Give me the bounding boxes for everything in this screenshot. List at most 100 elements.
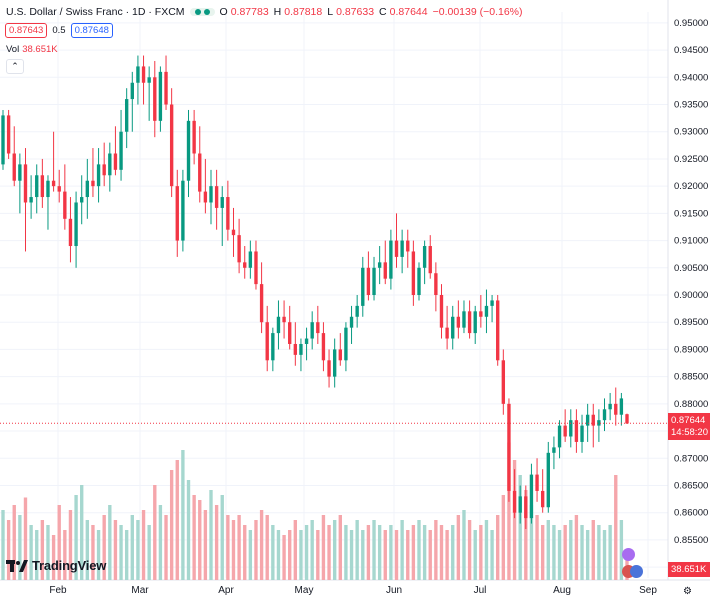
volume-bar <box>276 530 281 580</box>
y-tick-label: 0.89500 <box>674 317 708 328</box>
volume-bar <box>310 520 314 580</box>
volume-bar <box>198 500 202 580</box>
volume-bar <box>602 530 607 580</box>
volume-bar <box>186 480 191 580</box>
y-tick-label: 0.94000 <box>674 72 708 83</box>
volume-bar <box>23 497 28 580</box>
y-tick-label: 0.85500 <box>674 535 708 546</box>
candle-body <box>456 316 461 328</box>
event-lightning-icon[interactable] <box>622 548 635 561</box>
candle-body <box>417 267 421 295</box>
candle-body <box>85 180 90 198</box>
y-tick-label: 0.86000 <box>674 508 708 519</box>
volume-bar <box>361 530 365 580</box>
volume-bar <box>355 520 359 580</box>
volume-label: Vol <box>6 44 20 55</box>
buy-button[interactable]: 0.87648 <box>70 23 113 38</box>
volume-bar <box>383 530 387 580</box>
volume-bar <box>282 535 286 580</box>
candle-body <box>175 186 179 241</box>
symbol-title[interactable]: U.S. Dollar / Swiss Franc · 1D · FXCM <box>6 6 185 18</box>
candle-body <box>591 414 595 426</box>
volume-bar <box>6 520 11 580</box>
volume-bar <box>540 525 545 580</box>
candle-body <box>124 99 129 132</box>
candle-body <box>276 316 281 334</box>
volume-bar <box>535 515 539 580</box>
volume-bar <box>484 520 489 580</box>
volume-bar <box>113 520 118 580</box>
volume-bar <box>164 515 168 580</box>
tradingview-logo[interactable]: TradingView <box>6 558 106 573</box>
candle-body <box>389 240 393 279</box>
candle-body <box>203 191 208 203</box>
volume-bar <box>124 530 129 580</box>
candle-body <box>406 240 410 252</box>
y-tick-label: 0.92500 <box>674 154 708 165</box>
volume-bar <box>96 530 101 580</box>
sell-button[interactable]: 0.87643 <box>5 23 48 38</box>
volume-bar <box>51 535 56 580</box>
volume-bar <box>580 525 584 580</box>
countdown-badge: 14:58:20 <box>668 425 710 440</box>
volume-bar <box>254 520 258 580</box>
candle-body <box>198 153 202 192</box>
candle-body <box>377 262 382 268</box>
volume-bar <box>406 530 410 580</box>
volume-bar <box>569 520 573 580</box>
volume-bar <box>203 510 208 580</box>
tradingview-logo-icon <box>6 559 28 572</box>
candle-body <box>625 414 629 424</box>
candle-body <box>479 311 483 317</box>
y-tick-label: 0.87000 <box>674 453 708 464</box>
volume-bar <box>237 515 241 580</box>
candle-body <box>113 153 118 170</box>
volume-bar <box>327 525 331 580</box>
volume-bar <box>400 520 404 580</box>
volume-bar <box>80 485 84 580</box>
y-tick-label: 0.92000 <box>674 181 708 192</box>
collapse-legend-button[interactable]: ⌃ <box>6 59 24 74</box>
candle-body <box>243 262 247 268</box>
candle-body <box>332 349 337 377</box>
candle-body <box>366 267 371 295</box>
volume-bar <box>169 470 174 580</box>
candle-body <box>490 300 494 306</box>
candle-body <box>524 496 528 519</box>
candle-body <box>597 420 601 426</box>
candle-body <box>614 403 618 415</box>
volume-bar <box>147 525 151 580</box>
volume-bar <box>546 520 550 580</box>
candle-body <box>316 322 320 334</box>
us-flag-icon[interactable] <box>630 565 643 578</box>
candle-body <box>394 240 399 257</box>
close-value: 0.87644 <box>389 6 428 18</box>
candle-body <box>299 343 303 355</box>
volume-bar <box>349 530 354 580</box>
volume-bar <box>501 495 506 580</box>
candle-body <box>80 197 84 203</box>
candle-body <box>349 316 354 328</box>
volume-bar <box>102 515 106 580</box>
volume-legend: Vol 38.651K <box>6 44 58 55</box>
settings-gear-icon[interactable]: ⚙ <box>683 586 692 597</box>
volume-bar <box>473 530 477 580</box>
volume-bar <box>304 525 309 580</box>
volume-bar <box>445 530 449 580</box>
candle-body <box>119 131 123 170</box>
volume-bar <box>181 450 185 580</box>
candle-body <box>434 273 438 295</box>
candle-body <box>383 262 387 279</box>
market-status-badge[interactable] <box>189 8 215 16</box>
candle-body <box>1 115 5 165</box>
candle-body <box>35 175 39 198</box>
low-label: L <box>327 6 334 18</box>
candle-body <box>540 490 545 508</box>
volume-bar <box>462 510 466 580</box>
candle-body <box>585 414 590 426</box>
logo-text: TradingView <box>32 558 107 573</box>
volume-bar <box>507 442 511 580</box>
candle-body <box>226 197 230 230</box>
volume-bar <box>512 460 517 580</box>
